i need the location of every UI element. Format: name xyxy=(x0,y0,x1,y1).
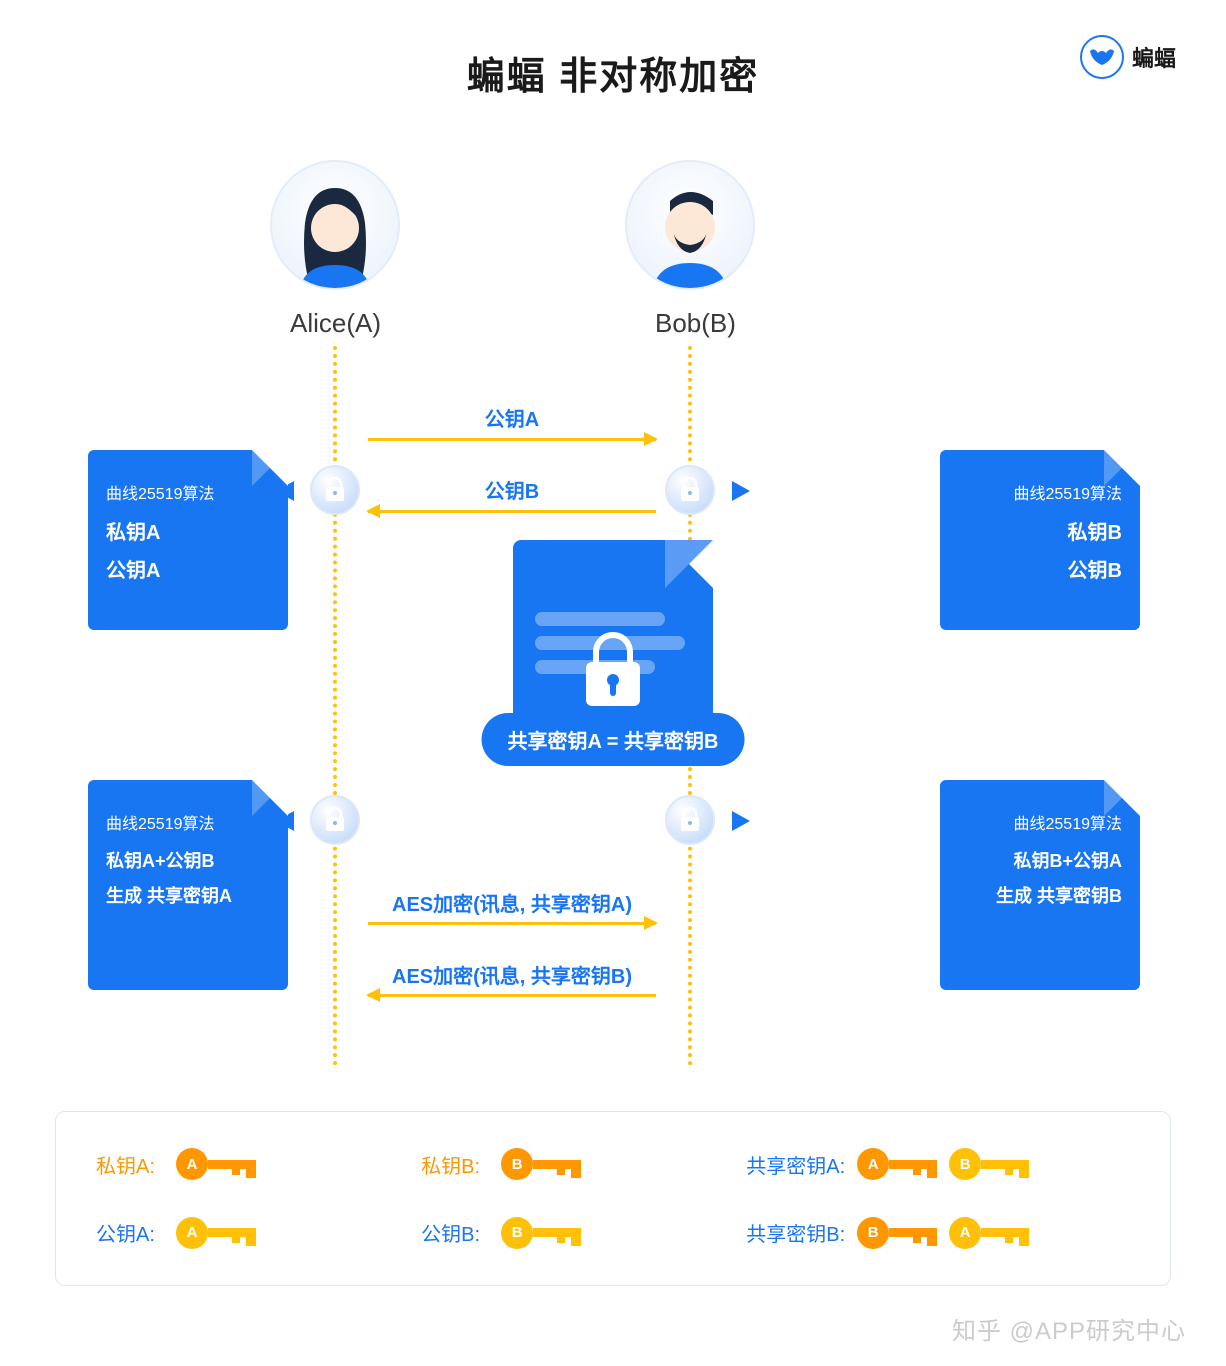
legend-label: 私钥B: xyxy=(421,1150,489,1179)
alice-keys-card: 曲线25519算法 私钥A 公钥A xyxy=(88,450,288,630)
arrow-to-bob-doc-top xyxy=(732,481,750,501)
algo-text: 曲线25519算法 xyxy=(958,810,1122,840)
legend-label: 共享密钥A: xyxy=(746,1150,845,1179)
legend-item: 私钥B: B xyxy=(421,1148,716,1180)
bob-shared-card: 曲线25519算法 私钥B+公钥A 生成 共享密钥B xyxy=(940,780,1140,990)
alice-avatar xyxy=(270,160,400,290)
arrow-pubkey-b xyxy=(368,510,656,513)
lock-node-bob-bot xyxy=(665,795,715,845)
equation-badge: 共享密钥A = 共享密钥B xyxy=(482,713,745,766)
public-key-a: 公钥A xyxy=(106,552,270,590)
exchange-label-pubkey-b: 公钥B xyxy=(372,475,652,504)
brand-text: 蝙蝠 xyxy=(1132,41,1176,73)
key-icon: B xyxy=(857,1217,937,1249)
legend-item: 公钥A: A xyxy=(96,1217,391,1249)
legend-label: 私钥A: xyxy=(96,1150,164,1179)
bob-label: Bob(B) xyxy=(655,308,736,339)
arrow-pubkey-a xyxy=(368,438,656,441)
lock-node-alice-bot xyxy=(310,795,360,845)
exchange-label-aes-a: AES加密(讯息, 共享密钥A) xyxy=(372,888,652,917)
lock-icon xyxy=(578,630,648,717)
arrow-to-bob-doc-bot xyxy=(732,811,750,831)
lock-node-alice-top xyxy=(310,465,360,515)
alice-combine: 私钥A+公钥B xyxy=(106,844,270,878)
key-icon: A xyxy=(857,1148,937,1180)
arrow-aes-b xyxy=(368,994,656,997)
bob-combine: 私钥B+公钥A xyxy=(958,844,1122,878)
key-icon: B xyxy=(949,1148,1029,1180)
bat-icon xyxy=(1080,35,1124,79)
alice-label: Alice(A) xyxy=(290,308,381,339)
legend-item: 共享密钥B: BA xyxy=(746,1217,1130,1249)
brand-logo: 蝙蝠 xyxy=(1080,35,1176,79)
public-key-b: 公钥B xyxy=(958,552,1122,590)
legend-item: 共享密钥A: AB xyxy=(746,1148,1130,1180)
legend-label: 共享密钥B: xyxy=(746,1218,845,1247)
bob-avatar xyxy=(625,160,755,290)
exchange-label-aes-b: AES加密(讯息, 共享密钥B) xyxy=(372,960,652,989)
page-title: 蝙蝠 非对称加密 xyxy=(467,45,760,100)
lock-node-bob-top xyxy=(665,465,715,515)
legend-label: 公钥B: xyxy=(421,1218,489,1247)
private-key-b: 私钥B xyxy=(958,514,1122,552)
watermark: 知乎 @APP研究中心 xyxy=(952,1311,1186,1346)
arrow-aes-a xyxy=(368,922,656,925)
key-icon: A xyxy=(949,1217,1029,1249)
alice-timeline xyxy=(333,346,337,1066)
exchange-label-pubkey-a: 公钥A xyxy=(372,403,652,432)
algo-text: 曲线25519算法 xyxy=(106,810,270,840)
legend-item: 公钥B: B xyxy=(421,1217,716,1249)
key-legend: 私钥A:A私钥B:B共享密钥A:AB公钥A:A公钥B:B共享密钥B:BA xyxy=(55,1111,1171,1286)
key-icon: A xyxy=(176,1148,256,1180)
alice-generate: 生成 共享密钥A xyxy=(106,879,270,913)
algo-text: 曲线25519算法 xyxy=(958,480,1122,510)
bob-keys-card: 曲线25519算法 私钥B 公钥B xyxy=(940,450,1140,630)
key-icon: B xyxy=(501,1148,581,1180)
bob-generate: 生成 共享密钥B xyxy=(958,879,1122,913)
key-icon: B xyxy=(501,1217,581,1249)
key-icon: A xyxy=(176,1217,256,1249)
private-key-a: 私钥A xyxy=(106,514,270,552)
legend-item: 私钥A: A xyxy=(96,1148,391,1180)
legend-label: 公钥A: xyxy=(96,1218,164,1247)
algo-text: 曲线25519算法 xyxy=(106,480,270,510)
alice-shared-card: 曲线25519算法 私钥A+公钥B 生成 共享密钥A xyxy=(88,780,288,990)
